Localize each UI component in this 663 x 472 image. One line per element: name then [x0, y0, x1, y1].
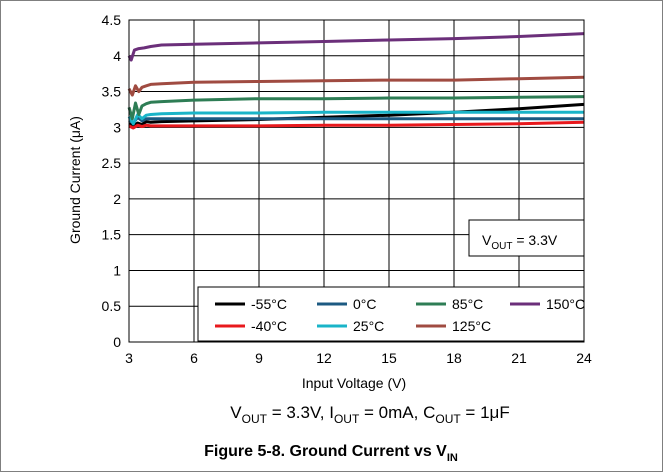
svg-text:VOUT = 3.3V: VOUT = 3.3V — [482, 232, 558, 252]
legend-label: -55°C — [251, 296, 287, 312]
x-tick-label: 24 — [576, 350, 592, 366]
x-tick-label: 12 — [316, 350, 332, 366]
legend-label: 125°C — [452, 318, 491, 334]
y-axis-label: Ground Current (μA) — [67, 116, 83, 244]
y-tick-label: 4 — [113, 48, 121, 64]
legend-label: 25°C — [353, 318, 384, 334]
series-line — [127, 32, 585, 62]
y-tick-label: 2 — [113, 191, 121, 207]
legend: -55°C 0°C 85°C 150°C -40°C 25°C 125°C — [197, 286, 585, 342]
y-tick-label: 2.5 — [102, 155, 122, 171]
series-line — [127, 75, 585, 97]
y-tick-label: 1.5 — [102, 227, 122, 243]
condition-annotation: VOUT = 3.3V — [468, 219, 585, 257]
y-tick-label: 3.5 — [102, 84, 122, 100]
x-tick-label: 9 — [255, 350, 263, 366]
figure-caption: Figure 5-8. Ground Current vs VIN — [204, 443, 458, 464]
y-tick-label: 0.5 — [102, 298, 122, 314]
y-tick-label: 1 — [113, 262, 121, 278]
y-tick-label: 4.5 — [102, 12, 122, 28]
x-tick-labels: 3 6 9 12 15 18 21 24 — [125, 350, 592, 366]
x-axis-label: Input Voltage (V) — [302, 375, 406, 391]
x-tick-label: 6 — [190, 350, 198, 366]
legend-label: 0°C — [353, 296, 377, 312]
legend-label: 85°C — [452, 296, 483, 312]
y-tick-labels: 0 0.5 1 1.5 2 2.5 3 3.5 4 4.5 — [102, 12, 122, 350]
y-tick-label: 0 — [113, 334, 121, 350]
x-tick-label: 15 — [381, 350, 397, 366]
plot-area — [128, 19, 585, 343]
series-line — [128, 115, 584, 125]
annotation-suffix: = 3.3V — [512, 232, 557, 248]
legend-box — [197, 286, 585, 342]
x-tick-label: 21 — [511, 350, 527, 366]
y-tick-label: 3 — [113, 119, 121, 135]
series-lines — [127, 32, 585, 130]
legend-label: -40°C — [251, 318, 287, 334]
x-tick-label: 18 — [446, 350, 462, 366]
x-tick-label: 3 — [125, 350, 133, 366]
annotation-sub: OUT — [491, 241, 512, 252]
series-line — [127, 95, 585, 121]
annotation-prefix: V — [482, 232, 492, 248]
test-conditions: VOUT = 3.3V, IOUT = 0mA, COUT = 1μF — [230, 403, 509, 426]
legend-label: 150°C — [546, 296, 585, 312]
series-line — [128, 120, 585, 130]
